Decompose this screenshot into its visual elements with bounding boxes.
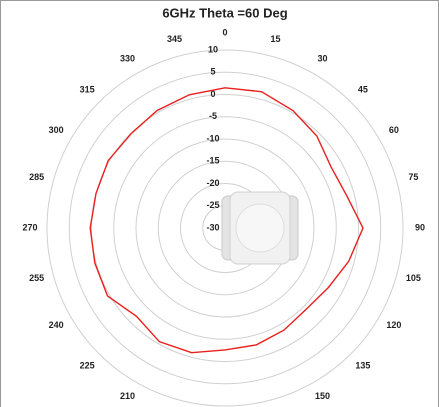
angle-label: 135 [355,360,370,370]
r-tick-label: 5 [210,67,215,77]
angle-label: 60 [389,125,399,135]
angle-label: 315 [80,84,95,94]
r-tick-label: 0 [210,89,215,99]
r-tick-label: -30 [206,222,219,232]
pattern-line [89,87,364,354]
grid-ring [135,138,315,318]
angle-label: 30 [317,54,327,64]
angle-label: 270 [22,222,37,232]
grid-ring [91,94,359,362]
angle-label: 15 [270,34,280,44]
grid-ring [68,71,382,385]
r-tick-label: 10 [208,44,218,54]
chart-title: 6GHz Theta =60 Deg [162,5,287,20]
angle-label: 345 [167,34,182,44]
grid-ring [46,49,404,407]
angle-label: 75 [408,172,418,182]
angle-label: 225 [80,360,95,370]
angle-label: 300 [49,125,64,135]
angle-label: 0 [222,27,227,37]
device-image [221,191,299,265]
angle-label: 90 [415,222,425,232]
angle-label: 210 [120,391,135,401]
angle-label: 240 [49,320,64,330]
angle-label: 120 [386,320,401,330]
r-tick-label: -5 [209,111,217,121]
r-tick-label: -15 [206,156,219,166]
angle-label: 150 [315,391,330,401]
grid-ring [113,116,337,340]
angle-label: 330 [120,54,135,64]
angle-label: 285 [29,172,44,182]
angle-label: 45 [358,84,368,94]
angle-label: 105 [406,273,421,283]
r-tick-label: -10 [206,133,219,143]
r-tick-label: -20 [206,178,219,188]
angle-label: 255 [29,273,44,283]
r-tick-label: -25 [206,200,219,210]
